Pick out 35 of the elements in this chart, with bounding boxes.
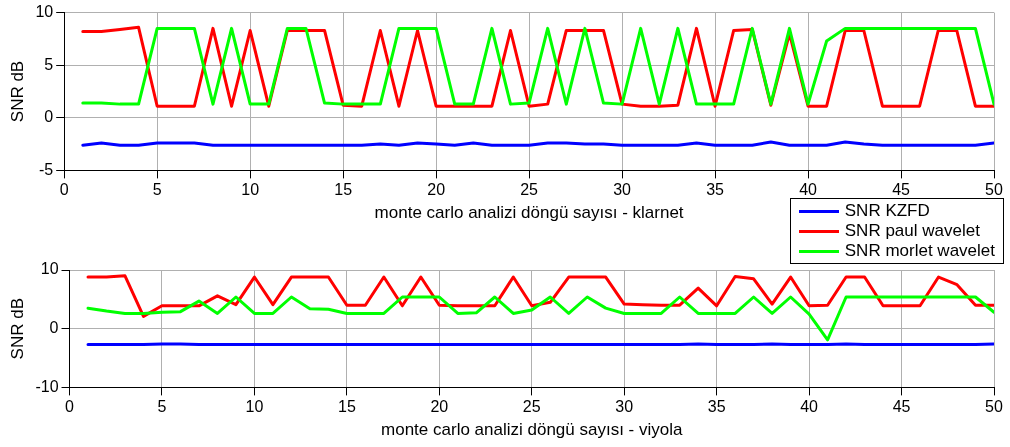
y-tick-label: -10 bbox=[35, 377, 59, 395]
x-tick-label: 0 bbox=[65, 398, 75, 416]
legend-label: SNR paul wavelet bbox=[844, 221, 980, 241]
x-tick-label: 35 bbox=[706, 181, 725, 199]
y-tick-label: 10 bbox=[35, 3, 54, 21]
y-tick-label: -5 bbox=[38, 160, 54, 178]
x-tick-label: 20 bbox=[427, 181, 446, 199]
x-tick-label: 45 bbox=[892, 398, 911, 416]
y-axis-title: SNR dB bbox=[7, 60, 27, 123]
y-tick-label: 0 bbox=[49, 319, 59, 337]
x-tick-label: 25 bbox=[522, 398, 541, 416]
y-tick-label: 10 bbox=[40, 260, 59, 278]
y-tick-label: 5 bbox=[44, 55, 54, 73]
x-tick-label: 35 bbox=[707, 398, 726, 416]
x-tick-label: 40 bbox=[800, 398, 819, 416]
x-tick-label: 10 bbox=[241, 181, 260, 199]
x-tick-label: 30 bbox=[613, 181, 632, 199]
x-tick-label: 15 bbox=[337, 398, 356, 416]
legend-label: SNR morlet wavelet bbox=[844, 241, 995, 261]
x-tick-label: 20 bbox=[430, 398, 449, 416]
x-tick-label: 5 bbox=[157, 398, 167, 416]
x-tick-label: 30 bbox=[615, 398, 634, 416]
y-axis-title: SNR dB bbox=[7, 297, 27, 360]
legend-label: SNR KZFD bbox=[844, 201, 930, 221]
x-tick-label: 15 bbox=[334, 181, 353, 199]
x-tick-label: 5 bbox=[152, 181, 162, 199]
x-tick-label: 25 bbox=[520, 181, 539, 199]
x-tick-label: 50 bbox=[985, 398, 1003, 416]
x-tick-label: 40 bbox=[799, 181, 818, 199]
y-tick-label: 0 bbox=[44, 108, 54, 126]
x-axis-title: monte carlo analizi döngü sayısı - viyola bbox=[381, 420, 684, 440]
x-axis-title: monte carlo analizi döngü sayısı - klarnet bbox=[374, 203, 684, 223]
x-tick-label: 10 bbox=[245, 398, 264, 416]
x-tick-label: 50 bbox=[985, 181, 1003, 199]
x-tick-label: 45 bbox=[892, 181, 911, 199]
